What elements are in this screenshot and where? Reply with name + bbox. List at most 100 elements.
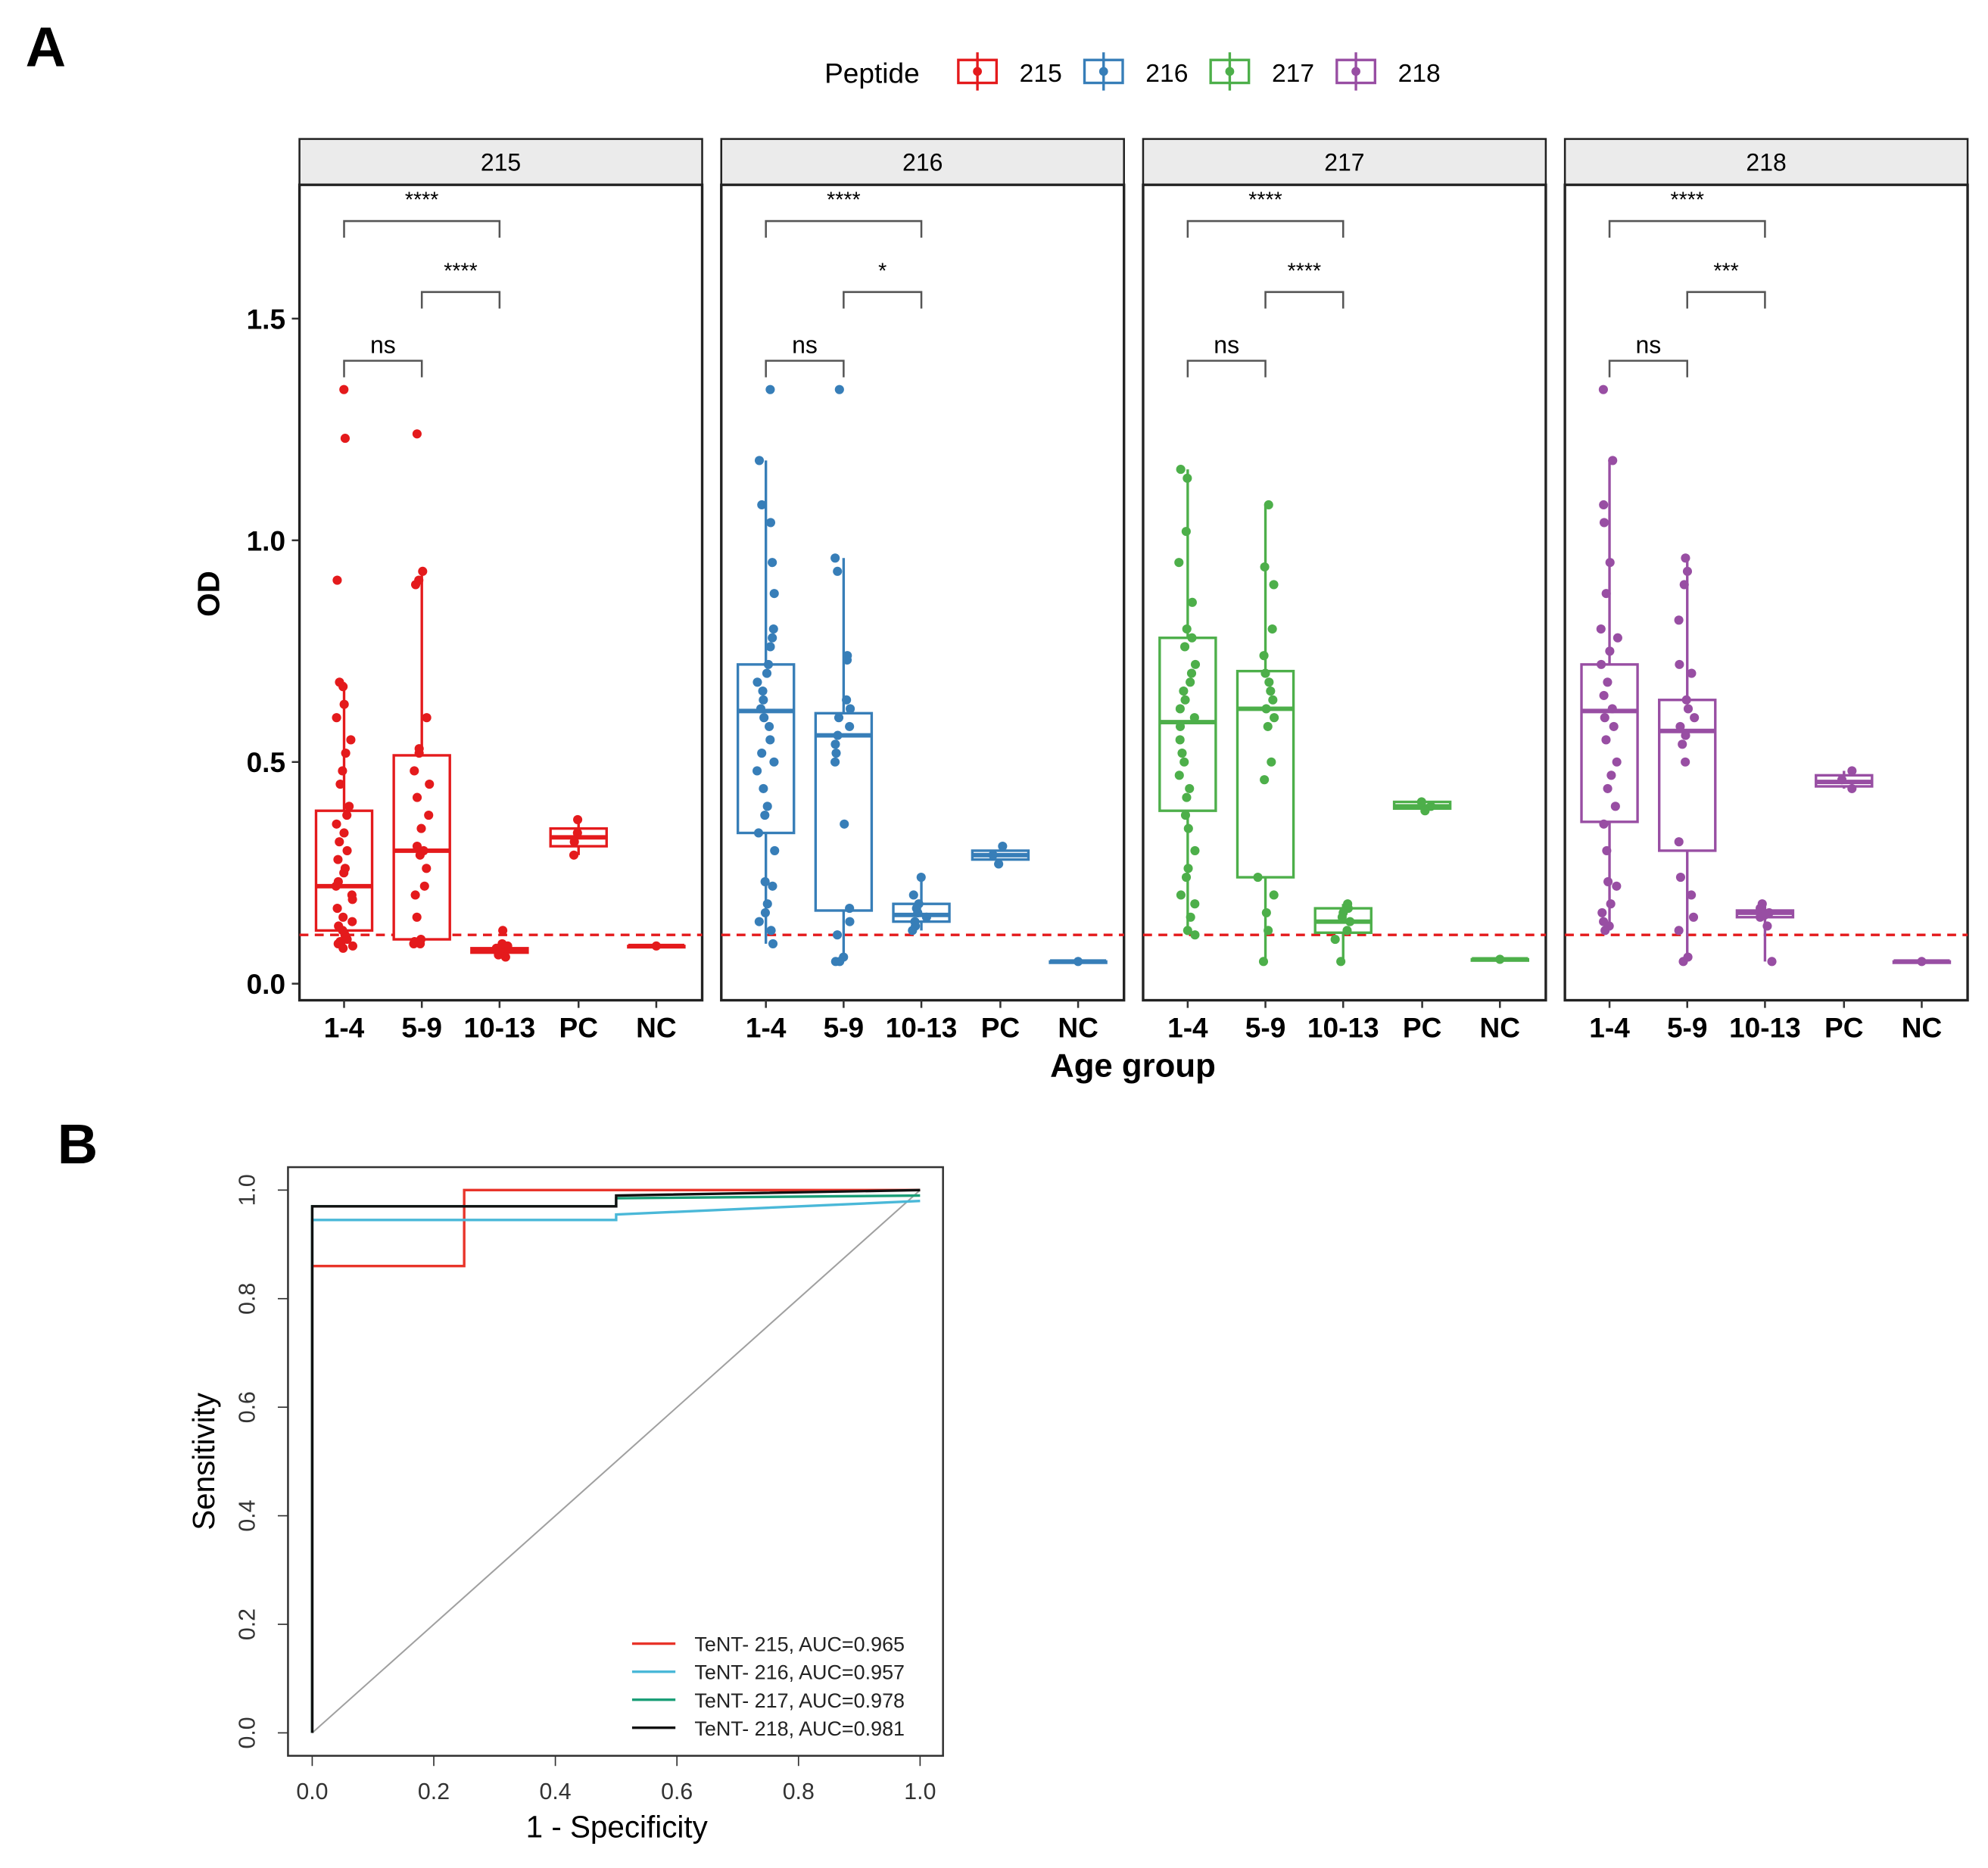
significance-label: **** xyxy=(1288,259,1322,283)
data-point xyxy=(344,802,354,811)
box-10-13 xyxy=(1313,899,1373,967)
x-tick-label: 10-13 xyxy=(1307,1011,1379,1043)
box-5-9 xyxy=(1235,500,1295,967)
data-point xyxy=(1182,792,1192,802)
data-point xyxy=(834,713,844,723)
data-point xyxy=(1679,580,1689,590)
x-tick-label: NC xyxy=(1902,1011,1942,1043)
data-point xyxy=(845,917,855,926)
box-PC xyxy=(971,841,1030,869)
box xyxy=(1580,663,1639,823)
data-point xyxy=(1186,677,1195,687)
facet-strip xyxy=(1142,138,1547,186)
data-point xyxy=(1608,456,1618,465)
significance-bracket xyxy=(343,219,501,238)
legend-label: 218 xyxy=(1398,60,1441,88)
data-point xyxy=(1260,562,1270,572)
data-point xyxy=(1495,954,1505,964)
data-point xyxy=(759,695,768,705)
box xyxy=(1235,669,1295,879)
data-point xyxy=(1681,695,1691,705)
data-point xyxy=(1599,518,1609,528)
significance-bracket xyxy=(843,291,923,309)
data-point xyxy=(494,950,503,960)
data-point xyxy=(1187,597,1197,607)
box-5-9 xyxy=(814,384,874,967)
legend-label: 215 xyxy=(1020,60,1062,88)
data-point xyxy=(765,735,775,745)
data-point xyxy=(770,845,780,855)
data-point xyxy=(573,814,583,824)
data-point xyxy=(346,735,356,745)
data-point xyxy=(1253,872,1263,883)
data-point xyxy=(758,686,768,696)
data-point xyxy=(1264,926,1273,936)
data-point xyxy=(412,429,422,439)
significance-label: ns xyxy=(1636,332,1662,359)
data-point xyxy=(768,881,777,891)
x-tick-label: 10-13 xyxy=(464,1011,536,1043)
data-point xyxy=(1837,775,1847,785)
data-point xyxy=(1266,686,1276,696)
data-point xyxy=(1674,615,1684,625)
data-point xyxy=(1601,735,1611,745)
data-point xyxy=(416,823,426,833)
data-point xyxy=(500,952,510,962)
data-point xyxy=(1681,553,1690,563)
data-point xyxy=(1688,912,1699,922)
data-point xyxy=(422,864,432,873)
data-point xyxy=(759,713,769,723)
box-NC xyxy=(627,941,686,951)
data-point xyxy=(1420,806,1430,816)
data-point xyxy=(1600,926,1610,936)
data-point xyxy=(835,957,845,967)
significance-bracket xyxy=(765,360,845,378)
data-point xyxy=(1762,921,1772,931)
data-point xyxy=(1261,908,1271,917)
panel-label-a: A xyxy=(26,16,66,79)
data-point xyxy=(763,659,774,669)
data-point xyxy=(1175,735,1185,745)
data-point xyxy=(569,837,579,847)
data-point xyxy=(1600,713,1609,723)
data-point xyxy=(1603,677,1613,687)
data-point xyxy=(1603,876,1613,886)
legend-dot-icon xyxy=(1098,67,1108,76)
legend-title: Peptide xyxy=(824,58,920,89)
data-point xyxy=(1756,904,1765,914)
box-1-4 xyxy=(1580,384,1639,936)
panel-label-b: B xyxy=(58,1113,98,1175)
legend-key-215: 215 xyxy=(957,52,1062,91)
data-point xyxy=(1755,912,1765,922)
x-tick-label: PC xyxy=(559,1011,598,1043)
y-tick-label: 0.6 xyxy=(235,1391,260,1423)
legend-label: TeNT- 215, AUC=0.965 xyxy=(694,1633,905,1656)
data-point xyxy=(1187,633,1197,643)
data-point xyxy=(1687,890,1697,900)
data-point xyxy=(760,810,770,820)
data-point xyxy=(569,850,579,860)
data-point xyxy=(1612,881,1622,891)
legend-dot-icon xyxy=(1351,67,1360,76)
data-point xyxy=(913,908,923,917)
x-tick-label: 5-9 xyxy=(1667,1011,1708,1043)
data-point xyxy=(1613,633,1622,643)
data-point xyxy=(416,939,425,948)
data-point xyxy=(1674,837,1684,847)
x-tick-label: 5-9 xyxy=(824,1011,865,1043)
data-point xyxy=(833,566,843,576)
data-point xyxy=(766,926,776,936)
facet-217: 217 1-4 5-9 10-13 PC NC **** **** ns xyxy=(1142,138,1547,1043)
data-point xyxy=(921,912,931,922)
box-NC xyxy=(1049,957,1108,967)
significance-bracket xyxy=(1186,360,1267,378)
data-point xyxy=(1599,690,1609,700)
data-point xyxy=(347,895,357,904)
box xyxy=(814,711,874,912)
legend-label: TeNT- 216, AUC=0.957 xyxy=(694,1661,905,1684)
significance-label: **** xyxy=(1248,188,1282,213)
y-tick-label: 0.5 xyxy=(247,746,285,778)
data-point xyxy=(846,704,855,714)
